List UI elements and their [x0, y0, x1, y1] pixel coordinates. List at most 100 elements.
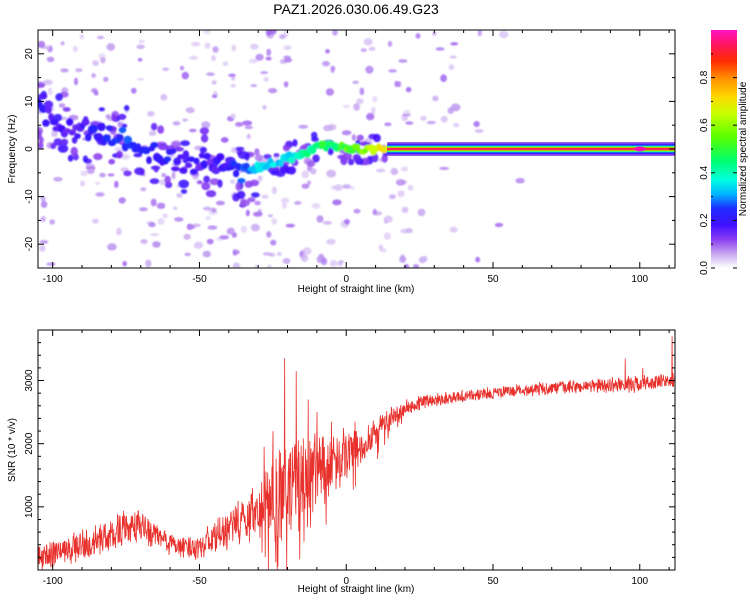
spectrogram-noise-cell — [280, 197, 290, 204]
spectrogram-cloud-cell — [164, 175, 171, 185]
spectrogram-ridge-cell — [237, 178, 246, 184]
spectrogram-noise-cell — [176, 193, 183, 198]
spectrogram-noise-cell — [330, 185, 340, 190]
spectrogram-cloud-cell — [240, 199, 250, 207]
spectrogram-noise-cell — [473, 121, 480, 128]
spectrogram-noise-cell — [43, 79, 53, 86]
spectrogram-xtick-label: 100 — [631, 274, 648, 285]
spectrogram-cloud-cell — [111, 113, 117, 122]
spectrogram-noise-cell — [58, 103, 66, 108]
snr-xlabel: Height of straight line (km) — [298, 584, 415, 595]
colorbar-tick-label: 0.2 — [699, 213, 710, 227]
spectrogram-noise-cell — [257, 175, 263, 182]
spectrogram-cloud-cell — [153, 165, 159, 173]
spectrogram-cloud-cell — [93, 153, 103, 161]
spectrogram-ridge-cell — [116, 134, 124, 141]
spectrogram-noise-cell — [79, 34, 85, 40]
spectrogram-noise-cell — [338, 260, 344, 264]
snr-xtick-label: -100 — [43, 576, 63, 587]
spectrogram-noise-cell — [99, 172, 106, 178]
spectrogram-ridge-cell — [163, 156, 172, 162]
spectrogram-noise-cell — [494, 222, 504, 228]
spectrogram-noise-cell — [204, 42, 211, 49]
colorbar: 0.0 0.2 0.4 0.6 0.8 Normalized spectral ampl… — [699, 30, 749, 275]
spectrogram-noise-cell — [397, 190, 405, 198]
spectrogram-noise-cell — [426, 120, 436, 125]
spectrogram-noise-cell — [405, 228, 413, 234]
spectrogram-noise-cell — [182, 118, 188, 122]
spectrogram-cloud-cell — [348, 158, 355, 166]
spectrogram-cells — [38, 30, 525, 268]
spectrogram-ylabel: Frequency (Hz) — [7, 115, 18, 184]
spectrogram-cloud-cell — [282, 144, 291, 152]
spectrogram-noise-cell — [440, 115, 448, 123]
spectrogram-noise-cell — [40, 200, 48, 208]
spectrogram-noise-cell — [222, 61, 229, 67]
spectrogram-xtick-label: 0 — [343, 274, 349, 285]
spectrogram-noise-cell — [46, 56, 55, 63]
spectrogram-noise-cell — [267, 264, 272, 268]
spectrogram-noise-cell — [365, 65, 374, 74]
spectrogram-noise-cell — [254, 154, 264, 162]
spectrogram-cloud-cell — [311, 131, 318, 140]
spectrogram-cloud-cell — [38, 130, 42, 139]
spectrogram-noise-cell — [162, 67, 170, 71]
spectrogram-noise-cell — [375, 168, 386, 173]
spectrogram-noise-cell — [269, 30, 277, 35]
spectrogram-noise-cell — [283, 81, 289, 88]
spectrogram-noise-cell — [107, 243, 117, 251]
spectrogram-noise-cell — [231, 44, 236, 52]
spectrogram-noise-cell — [75, 68, 83, 73]
spectrogram-cloud-cell — [196, 180, 203, 185]
spectrogram-noise-cell — [421, 255, 428, 263]
spectrogram-noise-cell — [148, 130, 157, 137]
spectrogram-noise-cell — [353, 103, 360, 111]
spectrogram-noise-cell — [202, 206, 212, 211]
spectrogram-cloud-cell — [70, 146, 78, 156]
spectrogram-noise-cell — [413, 264, 420, 268]
spectrogram-ridge-cell — [182, 150, 190, 160]
spectrogram-noise-cell — [260, 71, 269, 75]
spectrogram-ytick-label: -20 — [24, 237, 35, 252]
spectrogram-noise-cell — [330, 66, 336, 71]
spectrogram-noise-cell — [401, 115, 409, 122]
spectrogram-noise-cell — [341, 130, 352, 136]
spectrogram-noise-cell — [263, 76, 269, 82]
colorbar-gradient — [711, 30, 737, 268]
spectrogram-noise-cell — [271, 218, 278, 225]
spectrogram-cloud-cell — [201, 182, 211, 191]
snr-ytick-label: 2000 — [24, 432, 35, 455]
spectrogram-cloud-cell — [251, 192, 260, 198]
spectrogram-ridge-cell — [201, 160, 208, 169]
spectrogram-cloud-cell — [373, 133, 381, 143]
chart-title: PAZ1.2026.030.06.49.G23 — [273, 1, 439, 17]
snr-panel: -100 -50 0 50 100 1000 2000 3000 Height of stra… — [7, 329, 676, 595]
spectrogram-noise-cell — [46, 262, 56, 266]
spectrogram-noise-cell — [60, 41, 65, 46]
spectrogram-cloud-cell — [312, 154, 320, 163]
spectrogram-noise-cell — [117, 121, 122, 128]
spectrogram-noise-cell — [131, 87, 137, 94]
spectrogram-noise-cell — [285, 223, 295, 228]
spectrogram-cloud-cell — [124, 105, 130, 112]
spectrogram-noise-cell — [174, 217, 184, 222]
spectrogram-noise-cell — [39, 240, 49, 244]
spectrogram-cloud-cell — [220, 137, 229, 143]
snr-xtick-label: 50 — [487, 576, 499, 587]
snr-series-line — [38, 336, 675, 570]
spectrogram-ridge-cell — [216, 153, 225, 161]
spectrogram-noise-cell — [265, 56, 272, 61]
spectrogram-noise-cell — [432, 95, 439, 102]
spectrogram-noise-cell — [399, 255, 407, 263]
spectrogram-ridge-cell — [171, 166, 180, 172]
spectrogram-cloud-cell — [157, 143, 169, 151]
spectrogram-cloud-cell — [235, 146, 245, 151]
spectrogram-noise-cell — [103, 76, 109, 82]
spectrogram-noise-cell — [323, 124, 333, 132]
spectrogram-cloud-cell — [199, 127, 209, 135]
spectrogram-ridge-cell — [287, 156, 296, 164]
snr-ylabel: SNR (10 * v/v) — [7, 418, 18, 482]
spectrogram-noise-cell — [161, 173, 167, 178]
